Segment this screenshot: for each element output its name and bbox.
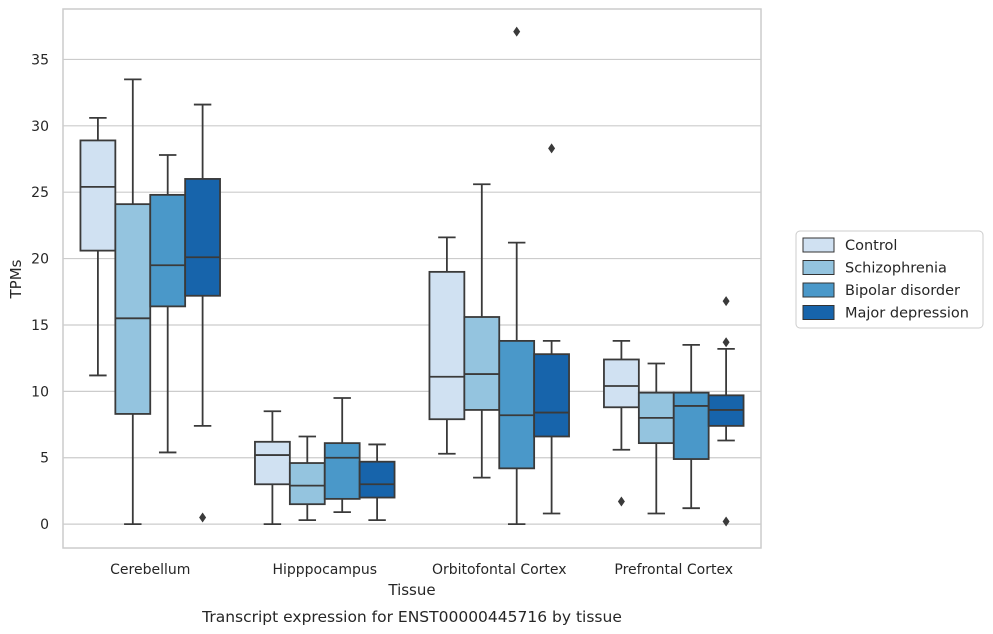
legend-frame: [795, 230, 984, 329]
outlier-point: [722, 337, 730, 348]
chart-caption: Transcript expression for ENST0000044571…: [201, 608, 622, 626]
box-group: [428, 236, 466, 455]
legend-label: Major depression: [845, 306, 969, 322]
box-group: [533, 143, 570, 515]
box-group: [707, 296, 745, 527]
box-group: [288, 435, 326, 522]
box: [498, 339, 536, 470]
box: [603, 358, 640, 409]
grid-lines: [63, 58, 761, 525]
legend-label: Control: [845, 238, 897, 254]
y-tick-label: 30: [31, 119, 49, 135]
outlier-point: [199, 512, 207, 523]
plot-frame: [62, 8, 762, 549]
box: [184, 178, 221, 297]
box: [428, 270, 466, 421]
y-tick-label: 10: [31, 384, 49, 400]
box: [463, 316, 501, 411]
legend-label: Bipolar disorder: [845, 283, 960, 299]
legend-label: Schizophrenia: [845, 261, 947, 277]
box-group: [358, 443, 396, 522]
box: [254, 440, 291, 486]
legend-swatch: [802, 237, 835, 253]
box-group: [672, 343, 710, 510]
x-tick-labels: Cerebellum Hipppocampus Orbitofontal Corte…: [110, 562, 733, 578]
box-group: [184, 103, 221, 523]
legend-swatch: [802, 260, 835, 275]
outlier-point: [722, 516, 730, 527]
outlier-point: [617, 496, 625, 507]
x-tick-label: Prefrontal Cortex: [614, 562, 733, 578]
outlier-point: [722, 296, 730, 307]
x-axis-label: Tissue: [387, 581, 435, 599]
box: [358, 460, 396, 499]
box-group: [254, 410, 291, 526]
y-tick-label: 5: [40, 451, 49, 467]
legend-swatch: [802, 305, 835, 320]
box-group: [79, 116, 117, 377]
box-group: [603, 339, 640, 507]
x-tick-label: Cerebellum: [110, 562, 190, 578]
box: [114, 203, 152, 415]
box-group: [114, 78, 152, 526]
box: [533, 353, 570, 438]
y-tick-labels: 0 5 10 15 20 25 30 35: [31, 52, 49, 533]
x-tick-label: Orbitofontal Cortex: [432, 562, 567, 578]
box: [79, 139, 117, 252]
box: [672, 391, 710, 460]
box: [323, 442, 361, 500]
box-group: [637, 362, 675, 515]
y-tick-label: 15: [31, 318, 49, 334]
box: [149, 193, 187, 308]
y-tick-label: 25: [31, 185, 49, 201]
outlier-point: [548, 143, 556, 154]
y-tick-label: 35: [31, 52, 49, 68]
legend-swatch: [802, 282, 835, 298]
y-tick-label: 0: [40, 517, 49, 533]
box: [288, 462, 326, 506]
box-series: [79, 26, 745, 527]
y-axis-label: TPMs: [7, 259, 25, 299]
outlier-point: [513, 26, 521, 37]
x-tick-label: Hipppocampus: [272, 562, 377, 578]
box-group: [463, 183, 501, 479]
legend: Control Schizophrenia Bipolar disorder Majo…: [795, 230, 984, 329]
y-tick-label: 20: [31, 252, 49, 268]
